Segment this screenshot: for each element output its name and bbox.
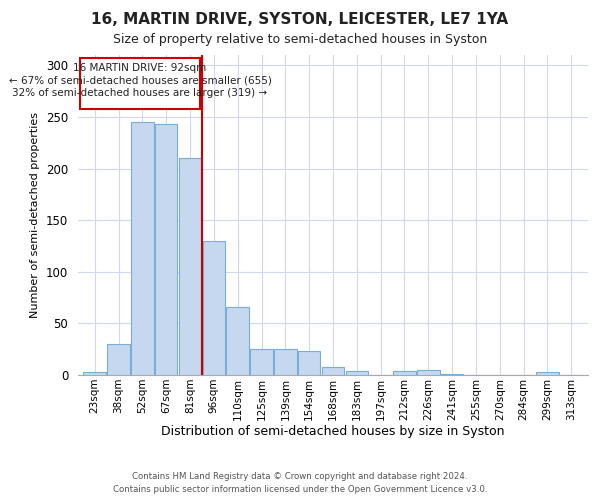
Bar: [441, 374, 463, 375]
Bar: [346, 371, 368, 375]
Bar: [250, 349, 273, 375]
Bar: [393, 371, 416, 375]
Bar: [274, 349, 296, 375]
Bar: [226, 307, 249, 375]
Bar: [107, 344, 130, 375]
Y-axis label: Number of semi-detached properties: Number of semi-detached properties: [31, 112, 40, 318]
Bar: [80, 58, 200, 108]
Bar: [322, 366, 344, 375]
Bar: [155, 124, 178, 375]
X-axis label: Distribution of semi-detached houses by size in Syston: Distribution of semi-detached houses by …: [161, 426, 505, 438]
Bar: [179, 158, 202, 375]
Text: Contains HM Land Registry data © Crown copyright and database right 2024.
Contai: Contains HM Land Registry data © Crown c…: [113, 472, 487, 494]
Text: 16, MARTIN DRIVE, SYSTON, LEICESTER, LE7 1YA: 16, MARTIN DRIVE, SYSTON, LEICESTER, LE7…: [91, 12, 509, 28]
Bar: [417, 370, 440, 375]
Bar: [298, 352, 320, 375]
Text: 32% of semi-detached houses are larger (319) →: 32% of semi-detached houses are larger (…: [13, 88, 268, 98]
Text: ← 67% of semi-detached houses are smaller (655): ← 67% of semi-detached houses are smalle…: [8, 76, 271, 86]
Bar: [83, 372, 106, 375]
Bar: [203, 241, 225, 375]
Text: Size of property relative to semi-detached houses in Syston: Size of property relative to semi-detach…: [113, 32, 487, 46]
Text: 16 MARTIN DRIVE: 92sqm: 16 MARTIN DRIVE: 92sqm: [73, 64, 206, 74]
Bar: [131, 122, 154, 375]
Bar: [536, 372, 559, 375]
